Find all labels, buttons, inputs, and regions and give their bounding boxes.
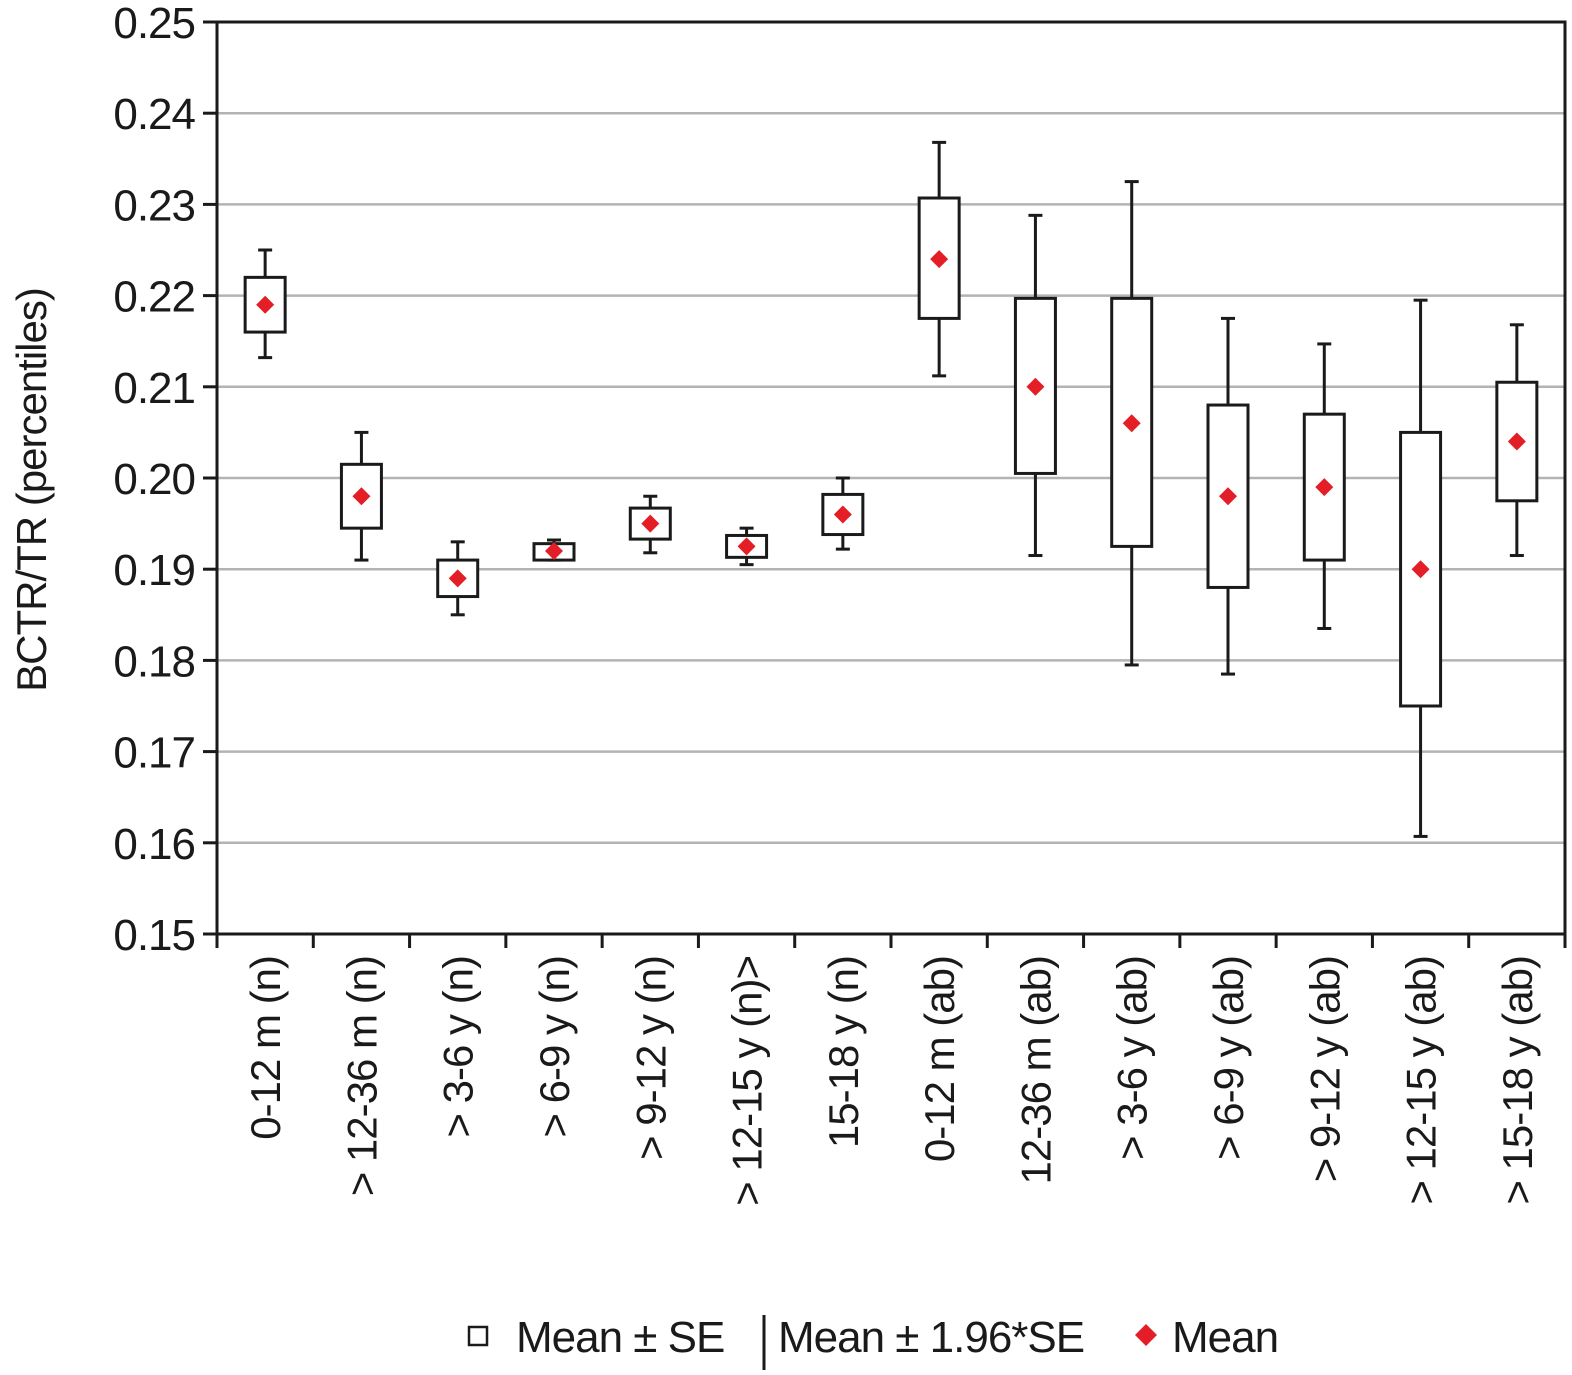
mean-marker: [833, 505, 852, 524]
legend-label-mean-se: Mean ± SE: [516, 1313, 724, 1362]
x-category-label: > 9-12 y (n): [627, 956, 674, 1160]
legend-label-mean-196se: Mean ± 1.96*SE: [778, 1313, 1084, 1362]
x-category-label: > 3-6 y (ab): [1109, 956, 1156, 1160]
y-tick-label: 0.17: [113, 729, 195, 778]
box-group: [821, 476, 865, 551]
box-group: [436, 540, 480, 617]
legend-box-marker: [467, 1325, 489, 1347]
box-group: [725, 526, 769, 567]
y-tick-label: 0.19: [113, 546, 195, 595]
box-group: [917, 140, 961, 378]
mean-marker: [352, 487, 371, 506]
mean-marker: [1219, 487, 1237, 506]
mean-marker: [1507, 432, 1526, 451]
mean-marker: [1411, 560, 1430, 579]
mean-marker: [1315, 478, 1334, 497]
x-category-label: > 3-6 y (n): [435, 956, 482, 1138]
y-axis-title: BCTR/TR (percentiles): [8, 288, 55, 692]
x-category-label: > 12-15 y (n)>: [724, 956, 771, 1206]
y-tick-label: 0.15: [113, 911, 195, 960]
y-tick-label: 0.22: [113, 273, 195, 322]
x-category-label: > 12-15 y (ab): [1398, 956, 1445, 1205]
x-category-label: > 6-9 y (n): [531, 956, 578, 1138]
x-category-label: > 12-36 m (n): [338, 956, 385, 1196]
x-category-label: 0-12 m (n): [242, 956, 289, 1140]
mean-marker: [545, 541, 563, 560]
legend-label-mean: Mean: [1172, 1313, 1278, 1362]
box-group: [243, 248, 287, 360]
x-category-label: > 9-12 y (ab): [1301, 956, 1348, 1182]
x-category-label: 15-18 y (n): [820, 956, 867, 1148]
mean-marker: [641, 514, 660, 533]
mean-marker: [1122, 414, 1141, 433]
box-plot-series: [243, 140, 1539, 838]
mean-marker: [1026, 377, 1045, 396]
x-category-label: 12-36 m (ab): [1012, 956, 1059, 1184]
mean-marker: [930, 250, 949, 269]
y-tick-label: 0.21: [113, 364, 195, 413]
mean-marker: [256, 295, 275, 314]
mean-marker: [448, 569, 467, 588]
legend-diamond-marker: [1135, 1324, 1157, 1346]
box-group: [339, 430, 383, 562]
box-group: [1206, 316, 1250, 676]
se-box: [1302, 412, 1346, 562]
mean-marker: [737, 537, 756, 556]
y-tick-label: 0.24: [113, 90, 195, 139]
y-tick-label: 0.20: [113, 455, 195, 504]
x-category-label: > 6-9 y (ab): [1205, 956, 1252, 1160]
y-tick-label: 0.25: [113, 0, 195, 48]
box-group: [532, 538, 576, 562]
x-category-label: 0-12 m (ab): [916, 956, 963, 1162]
box-group: [1302, 342, 1346, 630]
legend: Mean ± SE Mean ± 1.96*SE Mean: [467, 1313, 1279, 1370]
box-group: [628, 494, 672, 555]
x-category-label: > 15-18 y (ab): [1494, 956, 1541, 1205]
x-axis-ticks: 0-12 m (n) > 12-36 m (n) > 3-6 y (n) > 6-9 …: [215, 934, 1567, 1206]
box-group: [1110, 180, 1154, 667]
box-group: [1495, 323, 1539, 558]
y-tick-label: 0.18: [113, 637, 195, 686]
y-tick-label: 0.16: [113, 820, 195, 869]
box-group: [1399, 298, 1443, 838]
box-group: [1013, 213, 1057, 558]
se-box: [339, 462, 383, 530]
gridlines: [217, 111, 1565, 845]
y-axis-ticks: 0.15 0.16 0.17 0.18 0.19 0.20 0.21 0.22 0.23 0.24…: [113, 0, 217, 960]
y-tick-label: 0.23: [113, 181, 195, 230]
